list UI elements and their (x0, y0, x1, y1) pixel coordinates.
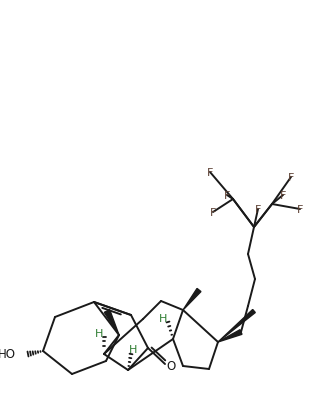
Text: F: F (210, 207, 216, 217)
Text: F: F (224, 190, 230, 200)
Polygon shape (104, 310, 119, 335)
Text: H: H (129, 344, 137, 354)
Polygon shape (218, 310, 255, 342)
Text: H: H (95, 328, 103, 338)
Text: F: F (288, 172, 294, 182)
Text: F: F (255, 205, 261, 215)
Text: F: F (297, 205, 303, 215)
Polygon shape (218, 330, 242, 342)
Text: F: F (207, 168, 213, 178)
Text: H: H (159, 313, 167, 323)
Polygon shape (183, 289, 201, 310)
Text: O: O (166, 360, 176, 373)
Text: F: F (280, 190, 286, 200)
Text: HO: HO (0, 348, 16, 360)
